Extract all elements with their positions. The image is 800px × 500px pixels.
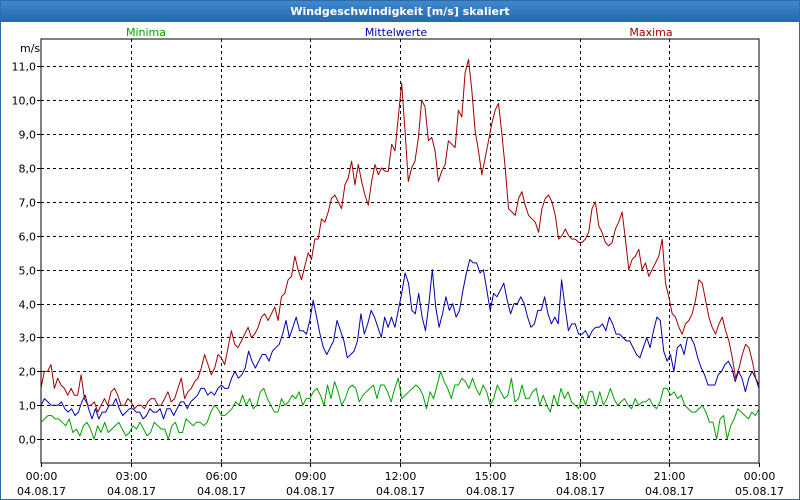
x-tick-date: 04.08.17 (376, 485, 425, 498)
x-tick-date: 04.08.17 (466, 485, 515, 498)
x-tick-date: 04.08.17 (645, 485, 694, 498)
legend-entry-minima: Minima (126, 26, 166, 39)
y-tick-label: 1,0 (19, 400, 37, 413)
y-tick-label: 5,0 (19, 265, 37, 278)
x-tick-time: 15:00 (475, 470, 507, 483)
y-tick-label: 4,0 (19, 299, 37, 312)
x-tick-time: 00:00 (26, 470, 58, 483)
x-tick-date: 04.08.17 (286, 485, 335, 498)
y-tick-label: 3,0 (19, 332, 37, 345)
x-tick-date: 04.08.17 (197, 485, 246, 498)
x-tick-date: 04.08.17 (17, 485, 66, 498)
x-tick-time: 00:00 (744, 470, 776, 483)
y-axis-label: m/s (20, 42, 40, 55)
series-line-mittelwerte (40, 259, 760, 420)
x-tick-date: 05.08.17 (735, 485, 784, 498)
x-tick-time: 09:00 (295, 470, 327, 483)
legend: Minima Mittelwerte Maxima (126, 26, 673, 39)
x-tick-time: 06:00 (206, 470, 238, 483)
series-line-minima (40, 370, 760, 440)
y-tick-label: 11,0 (12, 61, 37, 74)
x-tick-time: 21:00 (654, 470, 686, 483)
x-tick-time: 18:00 (565, 470, 597, 483)
legend-entry-mittelwerte: Mittelwerte (365, 26, 428, 39)
x-tick-time: 03:00 (116, 470, 148, 483)
legend-entry-maxima: Maxima (629, 26, 672, 39)
window-title: Windgeschwindigkeit [m/s] skaliert (1, 1, 799, 22)
series-layer (40, 58, 760, 440)
x-tick-date: 04.08.17 (556, 485, 605, 498)
series-line-maxima (40, 58, 760, 413)
y-tick-label: 0,0 (19, 434, 37, 447)
grid (41, 39, 759, 463)
x-tick-time: 12:00 (385, 470, 417, 483)
y-tick-label: 9,0 (19, 129, 37, 142)
y-tick-label: 8,0 (19, 163, 37, 176)
axes-layer: 0,0 1,0 2,0 3,0 4,0 5,0 6,0 7,0 8,0 9,0 10,0 11,0 00… (12, 61, 784, 499)
x-tick-date: 04.08.17 (107, 485, 156, 498)
y-tick-label: 10,0 (12, 95, 37, 108)
y-tick-label: 7,0 (19, 197, 37, 210)
y-tick-label: 2,0 (19, 366, 37, 379)
y-tick-label: 6,0 (19, 231, 37, 244)
